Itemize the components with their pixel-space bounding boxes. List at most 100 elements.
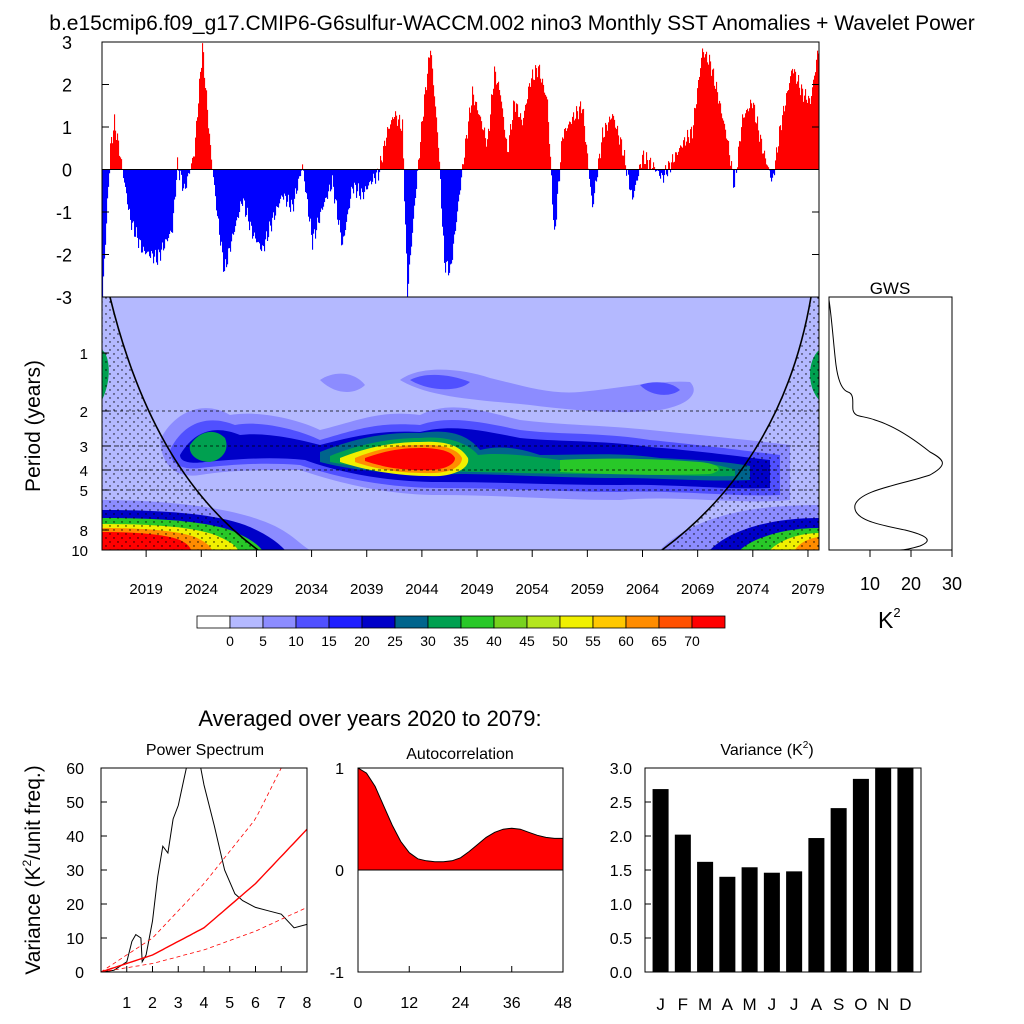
sst-anomaly-bar [191,163,193,170]
sst-anomaly-bar [408,169,410,284]
sst-y-tick-label: 3 [62,33,72,53]
month-tick-label: M [698,995,712,1014]
sst-anomaly-bar [201,67,203,170]
sst-anomaly-bar [730,165,732,170]
sst-anomaly-bar [546,96,548,170]
variance-bar [741,867,758,972]
sst-anomaly-bar [544,92,546,170]
variance-title: Variance (K2) [720,740,813,759]
sst-anomaly-bar [506,138,508,170]
sst-anomaly-bar [613,115,615,170]
variance-bar [674,834,691,972]
sst-anomaly-bar [110,143,112,170]
sst-anomaly-bar [229,169,231,249]
sst-anomaly-bar [704,57,706,170]
sst-anomaly-bar [710,61,712,170]
sst-anomaly-bar [677,155,679,170]
sst-anomaly-bar [557,169,559,194]
sst-anomaly-bar [755,122,757,170]
sst-anomaly-bar [112,143,114,170]
year-tick-label: 2034 [295,581,328,598]
sst-anomaly-bar [578,119,580,170]
sst-anomaly-bar [474,105,476,170]
sst-anomaly-bar [643,150,645,170]
sst-anomaly-bar [653,162,655,170]
sst-anomaly-bar [397,125,399,170]
sst-anomaly-bar [467,138,469,170]
sst-anomaly-bar [622,155,624,170]
sst-anomaly-bar [301,169,303,171]
sst-anomaly-bar [132,169,134,223]
sst-anomaly-bar [680,145,682,170]
sst-anomaly-bar [358,169,360,184]
variance-y-tick-label: 0.5 [610,931,632,948]
wavelet-period-ticks: 1 2 3 4 5 8 10 [71,346,109,560]
sst-anomaly-bar [740,141,742,170]
sst-anomaly-bar [463,164,465,170]
sst-anomaly-bar [473,94,475,170]
month-tick-label: F [678,995,688,1014]
sst-anomaly-bar [385,145,387,170]
sst-anomaly-bar [284,169,286,194]
sst-anomaly-bar [660,169,662,179]
variance-ticks: J F M A M J J A S O N D3.02.52.01.51.00.50.0 [610,761,912,1014]
sst-anomaly-bar [325,169,327,198]
variance-bar [852,778,869,972]
sst-anomaly-bar [341,169,343,246]
cone-of-influence-right [661,297,812,550]
sst-anomaly-bar [109,169,111,174]
sst-anomaly-bar [605,122,607,170]
sst-anomaly-bar [300,169,302,177]
colorbar-label: 65 [651,633,667,649]
sst-anomaly-bar [259,169,261,244]
sst-anomaly-bar [278,169,280,208]
sst-anomaly-bar [193,156,195,170]
sst-anomaly-bar [273,169,275,213]
sst-anomaly-bar [135,169,137,237]
period-tick-label: 4 [80,463,88,480]
sst-anomaly-bar [220,169,222,246]
variance-y-tick-label: 2.0 [610,829,632,846]
colorbar-swatch [394,615,429,629]
sst-anomaly-bar [198,103,200,170]
sst-anomaly-bar [637,169,639,181]
sst-anomaly-bar [346,169,348,222]
sst-anomaly-bar [722,118,724,170]
sst-anomaly-bar [362,169,364,193]
variance-y-tick-label: 1.5 [610,863,632,880]
sst-y-ticks: 3 2 1 0 -1 -2 -3 [56,33,819,308]
sst-anomaly-bar [786,93,788,170]
sst-anomaly-bar [809,98,811,170]
sst-anomaly-bar [758,130,760,170]
sst-anomaly-bar [451,169,453,264]
sst-anomaly-bar [642,154,644,170]
variance-bar [808,838,825,972]
sst-anomaly-bar [271,169,273,232]
sst-anomaly-bar [567,128,569,170]
colorbar-label: 25 [387,633,403,649]
sst-anomaly-bar [306,169,308,194]
sst-anomaly-bar [620,137,622,170]
sst-anomaly-bar [175,169,177,197]
month-tick-label: D [899,995,911,1014]
sst-anomaly-bar [429,57,431,170]
sst-anomaly-bar [765,158,767,170]
sst-anomaly-bar [625,165,627,170]
sst-anomaly-bar [302,164,304,170]
colorbar-swatch [592,615,627,629]
sst-anomaly-bar [477,110,479,170]
sst-anomaly-bar [138,169,140,249]
wavelet-band-1-2yr [320,369,694,413]
sst-anomaly-bar [534,79,536,170]
colorbar-swatch [658,615,693,629]
sst-anomaly-bar [370,169,372,181]
sst-anomaly-bar [249,169,251,231]
sst-anomaly-bar [633,169,635,198]
sst-anomaly-bar [743,117,745,170]
sst-anomaly-bar [572,116,574,170]
sst-anomaly-bar [666,169,668,175]
sst-anomaly-bar [265,169,267,240]
year-tick-label: 2039 [350,581,383,598]
averaged-title: Averaged over years 2020 to 2079: [198,706,541,731]
